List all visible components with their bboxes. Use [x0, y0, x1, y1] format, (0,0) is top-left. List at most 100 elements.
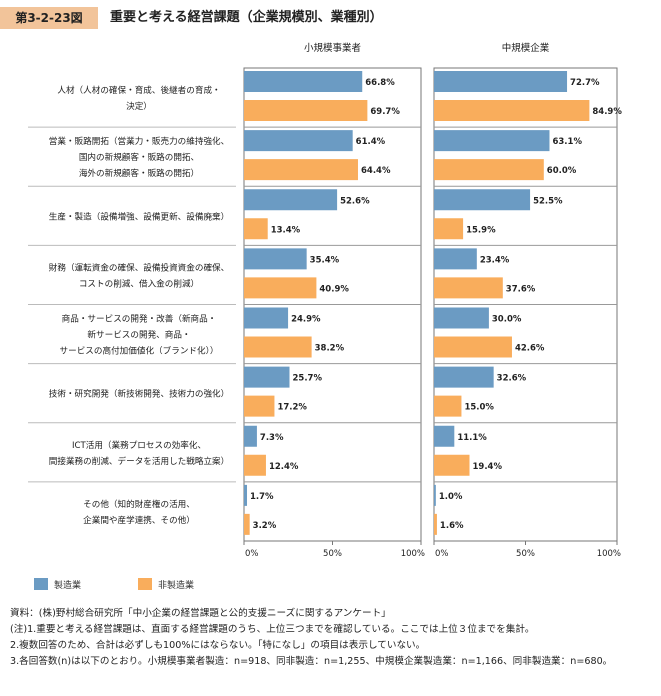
legend-label-manufacturing: 製造業: [54, 580, 82, 591]
category-label: その他（知的財産権の活用、: [83, 498, 195, 510]
panel-title: 中規模企業: [502, 42, 550, 54]
bar-non-manufacturing: [434, 336, 512, 358]
bar-chart: 小規模事業者 0% 50% 100% 中規模企業 0% 50% 100% 人材（人材の確保・育成…: [28, 42, 622, 559]
bar-non-manufacturing: [244, 277, 317, 299]
x-tick-label: 100%: [597, 549, 621, 559]
category-label: ICT活用（業務プロセスの効率化、: [72, 439, 206, 451]
data-label: 52.6%: [340, 196, 370, 206]
bar-manufacturing: [434, 366, 494, 388]
category-label: 技術・研究開発（新技術開発、技術力の強化）: [49, 388, 229, 400]
bar-manufacturing: [244, 189, 338, 211]
data-label: 66.8%: [365, 78, 395, 88]
category-label: 決定）: [126, 100, 152, 112]
data-label: 15.9%: [466, 225, 496, 235]
data-label: 23.4%: [480, 255, 510, 265]
data-label: 69.7%: [370, 107, 400, 117]
bar-non-manufacturing: [434, 100, 590, 121]
bar-non-manufacturing: [244, 100, 368, 121]
category-label: 生産・製造（設備増強、設備更新、設備廃棄）: [49, 210, 229, 222]
bar-non-manufacturing: [434, 277, 503, 299]
bar-manufacturing: [434, 130, 550, 152]
data-label: 24.9%: [291, 315, 321, 325]
data-label: 35.4%: [310, 255, 340, 265]
bar-non-manufacturing: [244, 218, 268, 240]
bar-manufacturing: [434, 71, 568, 92]
bar-non-manufacturing: [434, 395, 462, 417]
data-label: 64.4%: [361, 166, 391, 176]
bar-manufacturing: [434, 248, 477, 270]
panel-title: 小規模事業者: [304, 42, 361, 54]
bar-non-manufacturing: [244, 159, 358, 181]
data-label: 40.9%: [319, 284, 349, 294]
bar-manufacturing: [434, 484, 436, 506]
notes: 資料：(株)野村総合研究所「中小企業の経営課題と公的支援ニーズに関するアンケート…: [10, 606, 650, 670]
data-label: 1.7%: [250, 492, 274, 502]
bar-manufacturing: [244, 425, 257, 447]
x-tick-label: 50%: [323, 549, 342, 559]
note-2: 2.複数回答のため、合計は必ずしも100%にはならない。「特になし」の項目は表示…: [10, 640, 426, 651]
note-3: 3.各回答数(n)は以下のとおり。小規模事業者製造：n=918、同非製造：n=1…: [10, 656, 613, 667]
note-source: 資料：(株)野村総合研究所「中小企業の経営課題と公的支援ニーズに関するアンケート…: [10, 608, 391, 619]
bar-non-manufacturing: [244, 395, 275, 417]
data-label: 52.5%: [533, 196, 563, 206]
bar-non-manufacturing: [244, 513, 250, 535]
data-label: 37.6%: [506, 284, 536, 294]
figure-number-badge: 第3-2-23図: [0, 7, 98, 29]
figure-title: 重要と考える経営課題（企業規模別、業種別）: [110, 10, 383, 25]
bar-non-manufacturing: [434, 218, 464, 240]
data-label: 13.4%: [271, 225, 301, 235]
bar-non-manufacturing: [244, 336, 312, 358]
data-label: 17.2%: [277, 403, 307, 413]
category-label: 海外の新規顧客・販路の開拓）: [79, 167, 199, 179]
bar-non-manufacturing: [434, 159, 544, 181]
data-label: 1.0%: [439, 492, 463, 502]
data-label: 61.4%: [356, 137, 386, 147]
category-label: 新サービスの開発、商品・: [87, 329, 190, 341]
data-label: 38.2%: [315, 344, 345, 354]
bar-manufacturing: [434, 189, 531, 211]
bar-manufacturing: [434, 307, 489, 329]
bar-manufacturing: [244, 248, 307, 270]
legend-swatch-manufacturing: [34, 578, 48, 590]
category-label: 間接業務の削減、データを活用した戦略立案）: [49, 455, 229, 467]
bar-manufacturing: [244, 130, 353, 152]
bar-manufacturing: [244, 484, 248, 506]
category-label: 営業・販路開拓（営業力・販売力の維持強化、: [49, 135, 229, 147]
bar-non-manufacturing: [434, 513, 437, 535]
data-label: 12.4%: [269, 462, 299, 472]
bar-non-manufacturing: [244, 454, 266, 476]
category-label: 財務（運転資金の確保、設備投資資金の確保、: [49, 261, 229, 273]
data-label: 42.6%: [515, 344, 545, 354]
x-tick-label: 50%: [516, 549, 535, 559]
category-label: 企業間や産学連携、その他）: [83, 514, 195, 526]
legend-item-manufacturing: 製造業: [34, 577, 81, 591]
category-label: 人材（人材の確保・育成、後継者の育成・: [57, 84, 220, 96]
x-tick-label: 0%: [245, 549, 259, 559]
bar-non-manufacturing: [434, 454, 470, 476]
bar-manufacturing: [244, 307, 289, 329]
legend-swatch-non-manufacturing: [138, 578, 152, 590]
data-label: 72.7%: [570, 78, 600, 88]
data-label: 19.4%: [473, 462, 503, 472]
data-label: 11.1%: [457, 433, 487, 443]
note-1: (注)1.重要と考える経営課題は、直面する経営課題のうち、上位三つまでを確認して…: [10, 624, 535, 635]
category-label: サービスの高付加価値化（ブランド化））: [60, 345, 219, 357]
data-label: 25.7%: [292, 374, 322, 384]
data-label: 3.2%: [253, 521, 277, 531]
category-label: 国内の新規顧客・販路の開拓、: [79, 151, 199, 163]
data-label: 1.6%: [440, 521, 464, 531]
data-label: 7.3%: [260, 433, 284, 443]
x-tick-label: 100%: [401, 549, 425, 559]
bar-manufacturing: [244, 71, 363, 92]
bar-manufacturing: [244, 366, 290, 388]
data-label: 84.9%: [592, 107, 622, 117]
category-label: 商品・サービスの開発・改善（新商品・: [62, 313, 217, 325]
x-tick-label: 0%: [435, 549, 449, 559]
legend-item-non-manufacturing: 非製造業: [138, 577, 194, 591]
legend-label-non-manufacturing: 非製造業: [158, 580, 195, 591]
data-label: 15.0%: [464, 403, 494, 413]
data-label: 32.6%: [497, 374, 527, 384]
category-label: コストの削減、借入金の削減）: [79, 277, 199, 289]
data-label: 63.1%: [552, 137, 582, 147]
data-label: 60.0%: [547, 166, 577, 176]
